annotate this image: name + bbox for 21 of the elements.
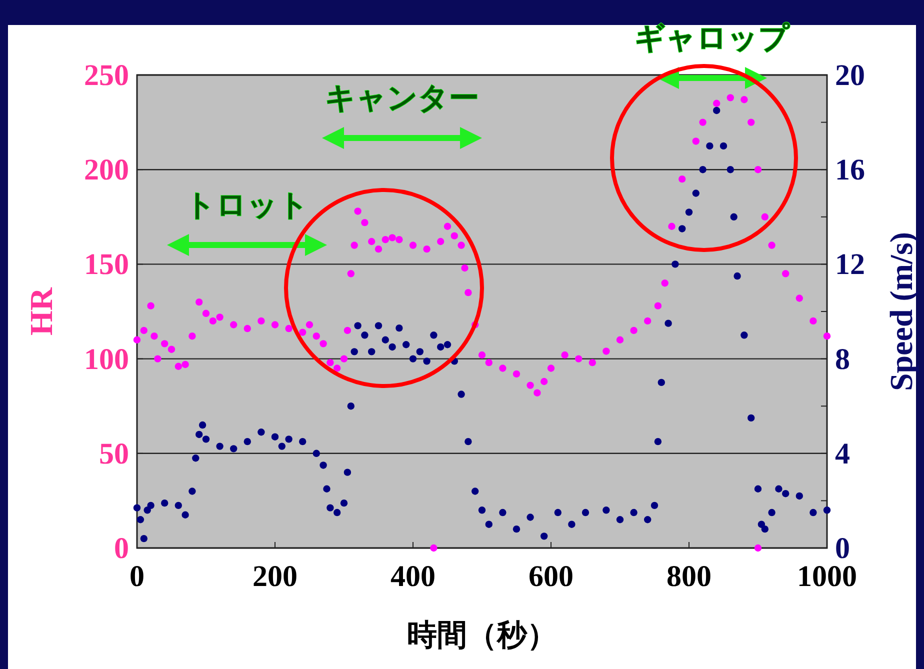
y-tick-label: 200	[84, 154, 129, 187]
y2-tick-label: 8	[835, 342, 850, 376]
y-tick-label: 250	[84, 59, 129, 92]
y-tick-label: 150	[84, 248, 129, 282]
y2-tick-label: 4	[835, 437, 850, 470]
annotation: トロット	[185, 188, 309, 223]
annotation: キャンター	[325, 81, 479, 116]
x-tick-label: 800	[666, 560, 712, 593]
x-tick-label: 600	[528, 560, 574, 593]
y-axis-title: HR	[23, 286, 59, 336]
y-tick-label: 0	[114, 532, 129, 565]
y2-tick-label: 16	[835, 154, 865, 187]
x-tick-label: 400	[390, 560, 436, 593]
y-tick-label: 50	[99, 437, 129, 470]
x-tick-label: 200	[252, 560, 298, 593]
y-tick-label: 100	[84, 342, 129, 376]
y2-tick-label: 20	[835, 59, 865, 92]
y2-tick-label: 12	[835, 248, 865, 282]
x-axis-title: 時間（秒）	[407, 618, 557, 653]
text: ギャロップ	[634, 21, 790, 56]
y2-axis-title: Speed (m/s)	[883, 232, 919, 392]
